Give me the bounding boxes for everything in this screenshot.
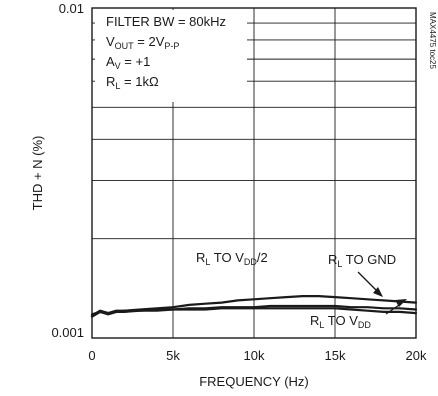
condition-load: RL = 1kΩ <box>106 74 159 91</box>
series-layer <box>90 295 418 318</box>
series-label-rl-to-vdd-half: RL TO VDD/2 <box>196 250 268 267</box>
x-axis-label: FREQUENCY (Hz) <box>199 374 309 389</box>
series-label-rl-to-vdd: RL TO VDD <box>310 313 371 330</box>
condition-gain: AV = +1 <box>106 54 150 71</box>
x-tick-label: 0 <box>88 348 95 363</box>
y-axis-label: THD + N (%) <box>30 136 45 211</box>
series-label-rl-to-gnd: RL TO GND <box>328 252 396 269</box>
series-annotations: RL TO VDD/2 RL TO GND RL TO VDD <box>196 250 407 330</box>
condition-filter-bw: FILTER BW = 80kHz <box>106 14 226 29</box>
y-tick-label-bottom: 0.001 <box>51 325 84 340</box>
arrow-rl-to-vdd-head <box>395 299 407 307</box>
test-conditions: FILTER BW = 80kHz VOUT = 2VP-P AV = +1 R… <box>106 14 226 91</box>
x-tick-labels: 0 5k 10k 15k 20k <box>88 348 427 363</box>
figure-id: MAX4475 toc25 <box>428 12 437 69</box>
condition-vout: VOUT = 2VP-P <box>106 34 179 51</box>
conditions-box-mask <box>95 10 247 102</box>
arrow-rl-to-gnd-head <box>373 287 383 297</box>
x-tick-label: 5k <box>166 348 180 363</box>
x-tick-label: 20k <box>406 348 427 363</box>
y-tick-label-top: 0.01 <box>59 1 84 16</box>
x-tick-label: 15k <box>325 348 346 363</box>
arrow-rl-to-gnd-shaft <box>357 271 379 293</box>
x-tick-label: 10k <box>244 348 265 363</box>
series-line-3 <box>90 307 418 318</box>
